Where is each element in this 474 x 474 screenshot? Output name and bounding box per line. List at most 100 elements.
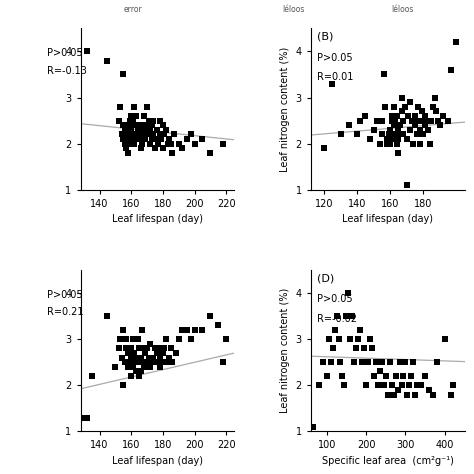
Point: [188, 336, 195, 343]
Point: [413, 382, 421, 389]
Point: [124, 130, 132, 138]
Point: [137, 368, 145, 375]
Point: [131, 130, 138, 138]
Point: [328, 80, 336, 88]
Point: [119, 382, 127, 389]
Point: [191, 140, 198, 147]
Point: [117, 336, 124, 343]
Point: [146, 363, 154, 371]
Point: [388, 382, 395, 389]
Point: [392, 117, 399, 124]
Point: [413, 130, 420, 138]
Point: [444, 117, 452, 124]
Point: [183, 135, 191, 143]
Point: [148, 358, 155, 366]
Point: [83, 414, 91, 421]
Point: [134, 358, 141, 366]
Text: (B): (B): [317, 32, 334, 42]
Point: [337, 358, 344, 366]
Point: [416, 140, 424, 147]
Point: [169, 149, 176, 156]
Point: [128, 121, 135, 129]
Point: [374, 382, 382, 389]
Point: [396, 358, 403, 366]
Point: [408, 372, 415, 380]
Point: [411, 391, 419, 398]
Point: [128, 345, 135, 352]
Point: [370, 126, 377, 134]
Point: [140, 358, 148, 366]
Point: [394, 386, 401, 394]
Point: [128, 354, 135, 362]
Point: [428, 117, 435, 124]
Text: P>0.05: P>0.05: [317, 294, 353, 304]
Point: [341, 382, 348, 389]
Point: [121, 140, 129, 147]
Point: [162, 126, 170, 134]
Point: [329, 345, 337, 352]
Point: [146, 340, 154, 347]
Point: [136, 358, 143, 366]
Point: [403, 181, 410, 189]
Point: [410, 358, 417, 366]
Point: [172, 349, 179, 357]
Point: [145, 117, 153, 124]
Point: [398, 108, 406, 115]
Point: [362, 358, 370, 366]
Point: [137, 145, 145, 152]
Point: [119, 121, 127, 129]
Point: [188, 130, 195, 138]
Point: [385, 130, 392, 138]
Text: P>0.05: P>0.05: [47, 290, 82, 300]
Point: [335, 336, 342, 343]
Point: [129, 140, 137, 147]
Point: [386, 358, 393, 366]
Point: [191, 326, 198, 334]
X-axis label: Leaf lifespan (day): Leaf lifespan (day): [342, 214, 433, 224]
Point: [400, 130, 407, 138]
Point: [395, 135, 402, 143]
Point: [436, 121, 444, 129]
Point: [119, 71, 127, 78]
Text: P>0.05: P>0.05: [47, 48, 82, 58]
Point: [151, 145, 159, 152]
X-axis label: Leaf lifespan (day): Leaf lifespan (day): [112, 214, 203, 224]
Point: [140, 112, 148, 120]
Point: [126, 358, 134, 366]
Point: [382, 372, 390, 380]
Point: [123, 145, 130, 152]
Point: [398, 382, 405, 389]
Point: [146, 140, 154, 147]
Point: [403, 135, 410, 143]
Point: [396, 121, 404, 129]
Point: [150, 130, 157, 138]
Point: [404, 391, 411, 398]
Point: [119, 326, 127, 334]
Point: [136, 135, 143, 143]
Point: [207, 149, 214, 156]
Point: [131, 349, 138, 357]
Point: [115, 117, 122, 124]
Text: P>0.05: P>0.05: [317, 53, 353, 63]
Text: R=0.21: R=0.21: [47, 307, 83, 317]
Point: [366, 135, 374, 143]
Point: [128, 112, 135, 120]
Point: [145, 130, 153, 138]
Point: [128, 135, 135, 143]
Point: [137, 354, 145, 362]
Point: [414, 103, 422, 110]
Point: [320, 145, 328, 152]
Point: [426, 140, 434, 147]
Point: [175, 336, 182, 343]
Point: [104, 57, 111, 64]
Point: [390, 103, 397, 110]
Point: [169, 358, 176, 366]
Point: [164, 358, 172, 366]
Point: [315, 382, 323, 389]
Point: [383, 135, 391, 143]
Point: [143, 121, 151, 129]
Point: [215, 322, 222, 329]
Point: [331, 326, 338, 334]
Point: [364, 358, 372, 366]
Point: [327, 358, 335, 366]
